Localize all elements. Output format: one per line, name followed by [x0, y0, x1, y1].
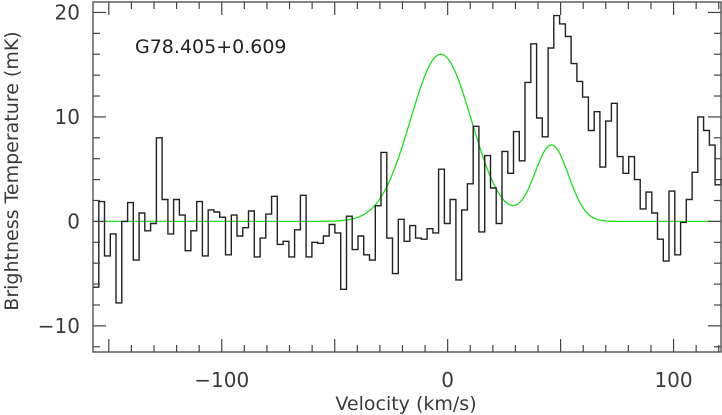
- y-tick-label: 10: [55, 105, 80, 129]
- plot-frame: [92, 1, 722, 353]
- y-axis-title: Brightness Temperature (mK): [1, 31, 23, 310]
- gaussian-fit-curve: [93, 53, 721, 223]
- plot-area: [93, 14, 722, 304]
- y-axis-ticks: −10 0 10 20: [38, 0, 721, 348]
- x-tick-label: 100: [654, 368, 692, 392]
- y-tick-label: 0: [67, 209, 80, 233]
- source-name-label: G78.405+0.609: [135, 36, 287, 58]
- x-tick-label: 0: [441, 368, 454, 392]
- x-tick-label: −100: [194, 368, 249, 392]
- x-axis-title: Velocity (km/s): [335, 393, 476, 415]
- spectrum-histogram-line: [93, 14, 722, 304]
- y-tick-label: −10: [38, 314, 80, 338]
- x-axis-ticks: −100 0 100: [108, 2, 720, 392]
- y-tick-label: 20: [55, 0, 80, 24]
